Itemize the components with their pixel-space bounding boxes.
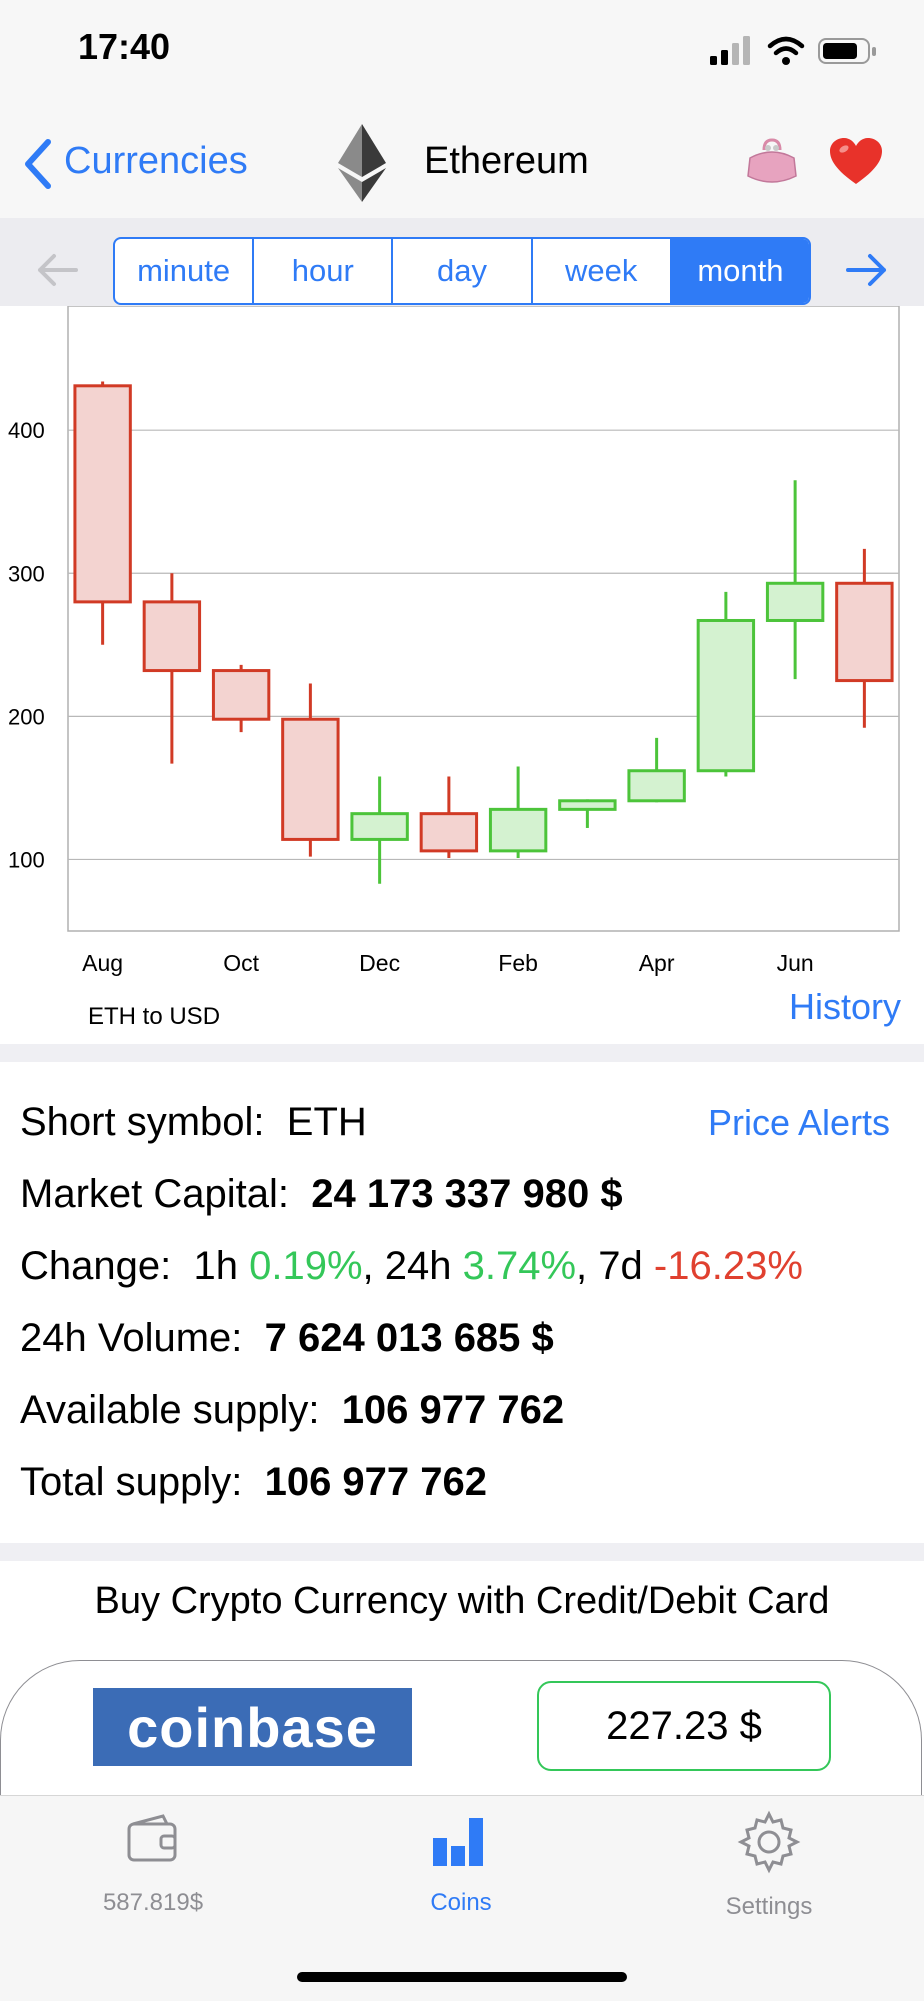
candle-body[interactable] (350, 812, 409, 841)
tab-settings-label: Settings (725, 1893, 813, 1920)
total-supply-label: Total supply: (20, 1460, 243, 1504)
candle-body[interactable] (419, 812, 479, 853)
chart-frame (67, 305, 900, 932)
purse-icon[interactable] (744, 136, 800, 188)
short-symbol-row: Short symbol: ETH (20, 1100, 367, 1145)
segment-day[interactable]: day (393, 239, 533, 303)
change-label: Change: (20, 1244, 172, 1288)
status-time: 17:40 (78, 26, 171, 67)
segment-hour[interactable]: hour (254, 239, 394, 303)
x-tick-label: Feb (498, 950, 538, 976)
candle-body[interactable] (488, 807, 548, 853)
candle-body[interactable] (696, 618, 756, 773)
coinbase-logo[interactable]: coinbase (93, 1688, 412, 1766)
status-icons (710, 36, 876, 65)
x-tick-label: Oct (223, 950, 259, 976)
section-divider (0, 1543, 924, 1561)
change-1h-label: 1h (193, 1244, 238, 1288)
change-7d-value: -16.23% (653, 1244, 803, 1288)
gear-icon (737, 1810, 801, 1874)
candlestick-chart[interactable]: 400 300 200 100 Aug Oct Dec Feb Apr Jun (0, 305, 924, 1044)
market-cap-value: 24 173 337 980 $ (311, 1172, 623, 1216)
chevron-left-icon[interactable] (20, 138, 54, 190)
short-symbol-label: Short symbol: (20, 1100, 265, 1144)
volume-value: 7 624 013 685 $ (264, 1316, 554, 1360)
change-24h-value: 3.74% (462, 1244, 577, 1288)
x-tick-label: Apr (639, 950, 675, 976)
candle-body[interactable] (835, 581, 894, 683)
change-1h-value: 0.19% (249, 1244, 363, 1288)
tab-settings[interactable]: Settings (669, 1810, 869, 1921)
price-alerts-link[interactable]: Price Alerts (708, 1102, 891, 1143)
candle-body[interactable] (73, 384, 132, 604)
segment-month[interactable]: month (671, 239, 809, 303)
page-title: Ethereum (424, 140, 589, 182)
y-tick-label: 400 (8, 418, 45, 443)
wallet-icon (127, 1814, 177, 1862)
change-7d-label: 7d (598, 1244, 643, 1288)
back-button[interactable]: Currencies (64, 140, 248, 182)
change-row: Change: 1h 0.19%, 24h 3.74%, 7d -16.23% (20, 1244, 803, 1288)
tab-bar (0, 1795, 924, 2001)
total-supply-row: Total supply: 106 977 762 (20, 1460, 487, 1505)
total-supply-value: 106 977 762 (264, 1460, 488, 1504)
y-tick-label: 200 (8, 704, 45, 729)
available-supply-value: 106 977 762 (341, 1388, 565, 1432)
buy-section-title: Buy Crypto Currency with Credit/Debit Ca… (94, 1580, 830, 1622)
x-tick-label: Dec (359, 950, 400, 976)
wifi-icon (767, 36, 805, 65)
tab-wallet-label: 587.819$ (102, 1889, 204, 1916)
buy-price-button[interactable]: 227.23 $ (537, 1681, 831, 1771)
candle-body[interactable] (211, 669, 271, 721)
tab-coins[interactable]: Coins (361, 1810, 561, 1917)
coinbase-offer-card[interactable] (0, 1660, 922, 1810)
market-cap-row: Market Capital: 24 173 337 980 $ (20, 1172, 623, 1217)
tab-wallet[interactable]: 587.819$ (53, 1810, 253, 1917)
y-tick-label: 300 (8, 561, 45, 586)
x-tick-label: Jun (777, 950, 814, 976)
volume-label: 24h Volume: (20, 1316, 243, 1360)
short-symbol-value: ETH (286, 1100, 367, 1144)
x-tick-label: Aug (82, 950, 123, 976)
history-link[interactable]: History (789, 986, 902, 1027)
candle-body[interactable] (281, 717, 340, 841)
ethereum-logo-icon (338, 124, 386, 202)
price-chart-panel: 400 300 200 100 Aug Oct Dec Feb Apr Jun (0, 305, 924, 1044)
battery-icon (818, 38, 876, 64)
heart-icon[interactable] (828, 136, 884, 188)
chart-caption: ETH to USD (88, 1003, 221, 1030)
available-supply-row: Available supply: 106 977 762 (20, 1388, 564, 1433)
market-cap-label: Market Capital: (20, 1172, 289, 1216)
previous-arrow-icon[interactable] (36, 252, 78, 288)
bar-chart-icon (433, 1818, 483, 1866)
available-supply-label: Available supply: (20, 1388, 320, 1432)
volume-row: 24h Volume: 7 624 013 685 $ (20, 1316, 554, 1361)
cellular-signal-icon (710, 36, 750, 65)
next-arrow-icon[interactable] (846, 252, 888, 288)
status-bar (0, 0, 924, 100)
segment-minute[interactable]: minute (115, 239, 255, 303)
candle-body[interactable] (142, 600, 202, 673)
candle-body[interactable] (627, 769, 686, 803)
section-divider (0, 1044, 924, 1062)
home-indicator (297, 1972, 627, 1982)
period-segmented-control: minute hour day week month (113, 237, 811, 305)
candle-body[interactable] (558, 799, 617, 811)
tab-coins-label: Coins (430, 1889, 492, 1916)
change-24h-label: 24h (384, 1244, 452, 1288)
segment-week[interactable]: week (533, 239, 672, 303)
y-tick-label: 100 (8, 847, 45, 872)
candle-body[interactable] (765, 581, 825, 622)
